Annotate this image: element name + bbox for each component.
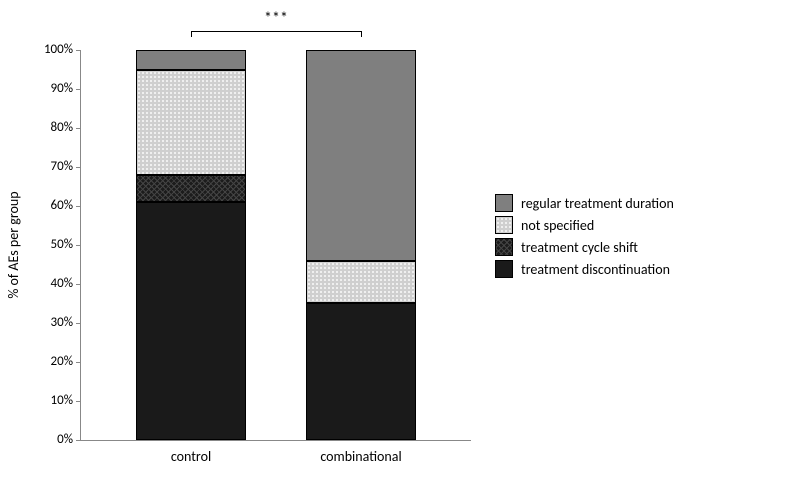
legend-item-treatment_cycle_shift: treatment cycle shift: [495, 238, 674, 256]
y-tick-label: 50%: [51, 237, 73, 252]
significance-label: ***: [256, 9, 296, 28]
y-tick-label: 80%: [51, 120, 73, 135]
legend-label: treatment discontinuation: [521, 261, 670, 278]
segment-regular_treatment_duration: [136, 50, 246, 70]
legend-swatch: [495, 238, 513, 256]
legend-item-treatment_discontinuation: treatment discontinuation: [495, 260, 674, 278]
legend-item-regular_treatment_duration: regular treatment duration: [495, 194, 674, 212]
bar-combinational: combinational: [306, 50, 416, 440]
legend-label: regular treatment duration: [521, 195, 674, 212]
segment-treatment_cycle_shift: [136, 175, 246, 202]
legend-item-not_specified: not specified: [495, 216, 674, 234]
y-tick-label: 70%: [51, 159, 73, 174]
significance-tick: [191, 31, 192, 37]
legend-swatch: [495, 216, 513, 234]
y-tick-label: 30%: [51, 315, 73, 330]
y-tick-label: 40%: [51, 276, 73, 291]
segment-treatment_discontinuation: [306, 303, 416, 440]
x-tick-label: combinational: [306, 448, 416, 465]
significance-bar: [191, 31, 361, 32]
y-tick-label: 60%: [51, 198, 73, 213]
segment-not_specified: [306, 261, 416, 304]
legend-label: not specified: [521, 217, 594, 234]
y-tick-label: 90%: [51, 81, 73, 96]
legend-swatch: [495, 260, 513, 278]
y-tick-label: 100%: [44, 42, 73, 57]
legend: regular treatment duration not specified t…: [495, 190, 674, 282]
segment-treatment_discontinuation: [136, 202, 246, 440]
segment-not_specified: [136, 70, 246, 175]
y-axis-label: % of AEs per group: [5, 50, 25, 440]
y-tick-label: 20%: [51, 354, 73, 369]
x-tick-label: control: [136, 448, 246, 465]
significance-tick: [361, 31, 362, 37]
segment-regular_treatment_duration: [306, 50, 416, 261]
bar-control: control: [136, 50, 246, 440]
figure: % of AEs per group 0%10%20%30%40%50%60%7…: [0, 0, 787, 503]
y-tick-label: 10%: [51, 393, 73, 408]
y-tick-label: 0%: [57, 432, 73, 447]
legend-swatch: [495, 194, 513, 212]
plot-area: 0%10%20%30%40%50%60%70%80%90%100%control…: [80, 50, 471, 441]
legend-label: treatment cycle shift: [521, 239, 638, 256]
